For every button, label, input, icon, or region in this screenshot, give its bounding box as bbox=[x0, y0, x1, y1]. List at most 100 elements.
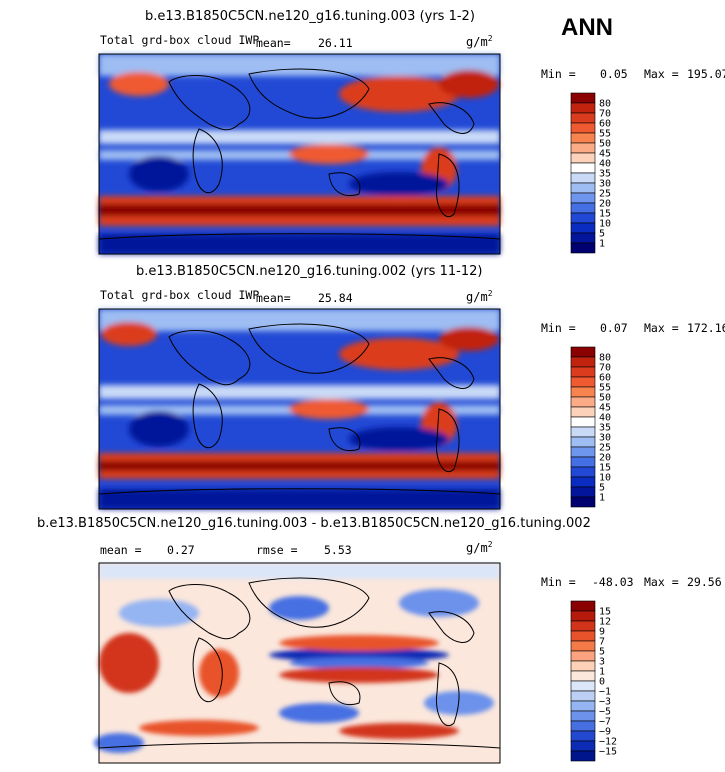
panel-2-colorbar-label-6: 40 bbox=[599, 413, 611, 424]
panel-2-colorbar-label-14: 1 bbox=[599, 493, 605, 504]
panel-1-colorbar-label-13: 5 bbox=[599, 229, 605, 240]
panel-1-colorbar-box-14 bbox=[570, 232, 596, 244]
panel-3-colorbar-box-6 bbox=[570, 660, 596, 672]
panel-2-colorbar-label-5: 45 bbox=[599, 403, 611, 414]
panel-2-min-value: 0.07 bbox=[600, 321, 628, 335]
panel-1-colorbar-label-2: 60 bbox=[599, 119, 611, 130]
panel-2-colorbar-box-5 bbox=[570, 396, 596, 408]
panel-1-colorbar-label-5: 45 bbox=[599, 149, 611, 160]
panel-2-colorbar-label-11: 15 bbox=[599, 463, 611, 474]
panel-1-colorbar-box-8 bbox=[570, 172, 596, 184]
panel-1-map bbox=[98, 53, 501, 255]
panel-3-colorbar-label-6: 1 bbox=[599, 667, 605, 678]
panel-2-title: b.e13.B1850C5CN.ne120_g16.tuning.002 (yr… bbox=[136, 264, 483, 279]
panel-2-colorbar-box-4 bbox=[570, 386, 596, 398]
panel-2-colorbar-label-1: 70 bbox=[599, 363, 611, 374]
panel-2-colorbar-label-0: 80 bbox=[599, 353, 611, 364]
panel-2-colorbar-box-10 bbox=[570, 446, 596, 458]
panel-2-colorbar-box-9 bbox=[570, 436, 596, 448]
panel-3-colorbar-box-2 bbox=[570, 620, 596, 632]
panel-3-rmse-value: 5.53 bbox=[324, 543, 352, 557]
panel-2-colorbar-label-9: 25 bbox=[599, 443, 611, 454]
panel-2-colorbar-label-10: 20 bbox=[599, 453, 611, 464]
panel-3-colorbar-label-7: 0 bbox=[599, 677, 605, 688]
panel-2-min-label: Min = bbox=[541, 321, 576, 335]
panel-2-colorbar-label-4: 50 bbox=[599, 393, 611, 404]
panel-2-units-base: g/m bbox=[466, 290, 488, 304]
panel-1-min-value: 0.05 bbox=[600, 67, 628, 81]
panel-3-units: g/m2 bbox=[466, 540, 493, 555]
panel-3-colorbar-box-7 bbox=[570, 670, 596, 682]
panel-1-colorbar-label-12: 10 bbox=[599, 219, 611, 230]
panel-3-colorbar-box-15 bbox=[570, 750, 596, 762]
panel-3-colorbar-label-11: −7 bbox=[599, 717, 611, 728]
panel-3-mean-value: 0.27 bbox=[167, 543, 195, 557]
panel-2-colorbar-label-7: 35 bbox=[599, 423, 611, 434]
panel-3-colorbar-box-8 bbox=[570, 680, 596, 692]
panel-2-mean-value: 25.84 bbox=[318, 291, 353, 305]
panel-2-colorbar-box-8 bbox=[570, 426, 596, 438]
panel-3-colorbar-label-8: −1 bbox=[599, 687, 611, 698]
panel-1-colorbar-box-12 bbox=[570, 212, 596, 224]
panel-2-colorbar-box-13 bbox=[570, 476, 596, 488]
panel-1-max-value: 195.07 bbox=[687, 67, 725, 81]
panel-2-colorbar-box-3 bbox=[570, 376, 596, 388]
panel-3-units-base: g/m bbox=[466, 541, 488, 555]
panel-2-colorbar-box-7 bbox=[570, 416, 596, 428]
panel-3-colorbar-label-5: 3 bbox=[599, 657, 605, 668]
season-label: ANN bbox=[561, 14, 613, 41]
panel-1-units-base: g/m bbox=[466, 35, 488, 49]
panel-2-units-exp: 2 bbox=[487, 289, 493, 298]
panel-1-colorbar-box-11 bbox=[570, 202, 596, 214]
panel-3-colorbar-box-1 bbox=[570, 610, 596, 622]
panel-3-colorbar-box-3 bbox=[570, 630, 596, 642]
panel-1-colorbar-box-2 bbox=[570, 112, 596, 124]
panel-2-mean-label: mean= bbox=[256, 291, 291, 305]
panel-3-colorbar-box-11 bbox=[570, 710, 596, 722]
panel-3-colorbar-box-4 bbox=[570, 640, 596, 652]
panel-2-max-value: 172.16 bbox=[687, 321, 725, 335]
panel-2-max-label: Max = bbox=[644, 321, 679, 335]
panel-1-mean-value: 26.11 bbox=[318, 36, 353, 50]
panel-1-colorbar-label-6: 40 bbox=[599, 159, 611, 170]
panel-1-colorbar-label-9: 25 bbox=[599, 189, 611, 200]
panel-1-units: g/m2 bbox=[466, 34, 493, 49]
panel-1-colorbar-label-1: 70 bbox=[599, 109, 611, 120]
panel-1-units-exp: 2 bbox=[487, 34, 493, 43]
panel-2-colorbar-box-15 bbox=[570, 496, 596, 508]
panel-1-colorbar-label-7: 35 bbox=[599, 169, 611, 180]
panel-1-colorbar-label-11: 15 bbox=[599, 209, 611, 220]
panel-1-colorbar-label-10: 20 bbox=[599, 199, 611, 210]
panel-3-map bbox=[94, 562, 501, 764]
panel-1-colorbar-box-9 bbox=[570, 182, 596, 194]
panel-1-colorbar-box-0 bbox=[570, 92, 596, 104]
panel-3-min-label: Min = bbox=[541, 575, 576, 589]
panel-1-mean-label: mean= bbox=[256, 36, 291, 50]
panel-3-colorbar-label-13: −12 bbox=[599, 737, 617, 748]
panel-3-colorbar-label-9: −3 bbox=[599, 697, 611, 708]
panel-3-colorbar-box-13 bbox=[570, 730, 596, 742]
panel-2-colorbar-box-12 bbox=[570, 466, 596, 478]
panel-1-colorbar-label-0: 80 bbox=[599, 99, 611, 110]
panel-2-colorbar-label-2: 60 bbox=[599, 373, 611, 384]
panel-3-units-exp: 2 bbox=[487, 540, 493, 549]
panel-2-colorbar-box-2 bbox=[570, 366, 596, 378]
panel-1-variable: Total grd-box cloud IWP bbox=[100, 33, 260, 47]
panel-3-min-value: -48.03 bbox=[592, 575, 634, 589]
panel-1-colorbar-box-4 bbox=[570, 132, 596, 144]
panel-1-map-frame bbox=[98, 53, 501, 255]
panel-3-colorbar-box-5 bbox=[570, 650, 596, 662]
panel-3-max-label: Max = bbox=[644, 575, 679, 589]
panel-2-colorbar-label-3: 55 bbox=[599, 383, 611, 394]
panel-1-colorbar-label-8: 30 bbox=[599, 179, 611, 190]
panel-2-colorbar-label-12: 10 bbox=[599, 473, 611, 484]
panel-1-colorbar-box-1 bbox=[570, 102, 596, 114]
panel-3-colorbar-box-14 bbox=[570, 740, 596, 752]
panel-1-colorbar-box-15 bbox=[570, 242, 596, 254]
panel-3-colorbar-label-12: −9 bbox=[599, 727, 611, 738]
panel-3-colorbar-label-1: 12 bbox=[599, 617, 611, 628]
panel-1-colorbar-label-3: 55 bbox=[599, 129, 611, 140]
panel-2-map-frame bbox=[98, 308, 501, 510]
